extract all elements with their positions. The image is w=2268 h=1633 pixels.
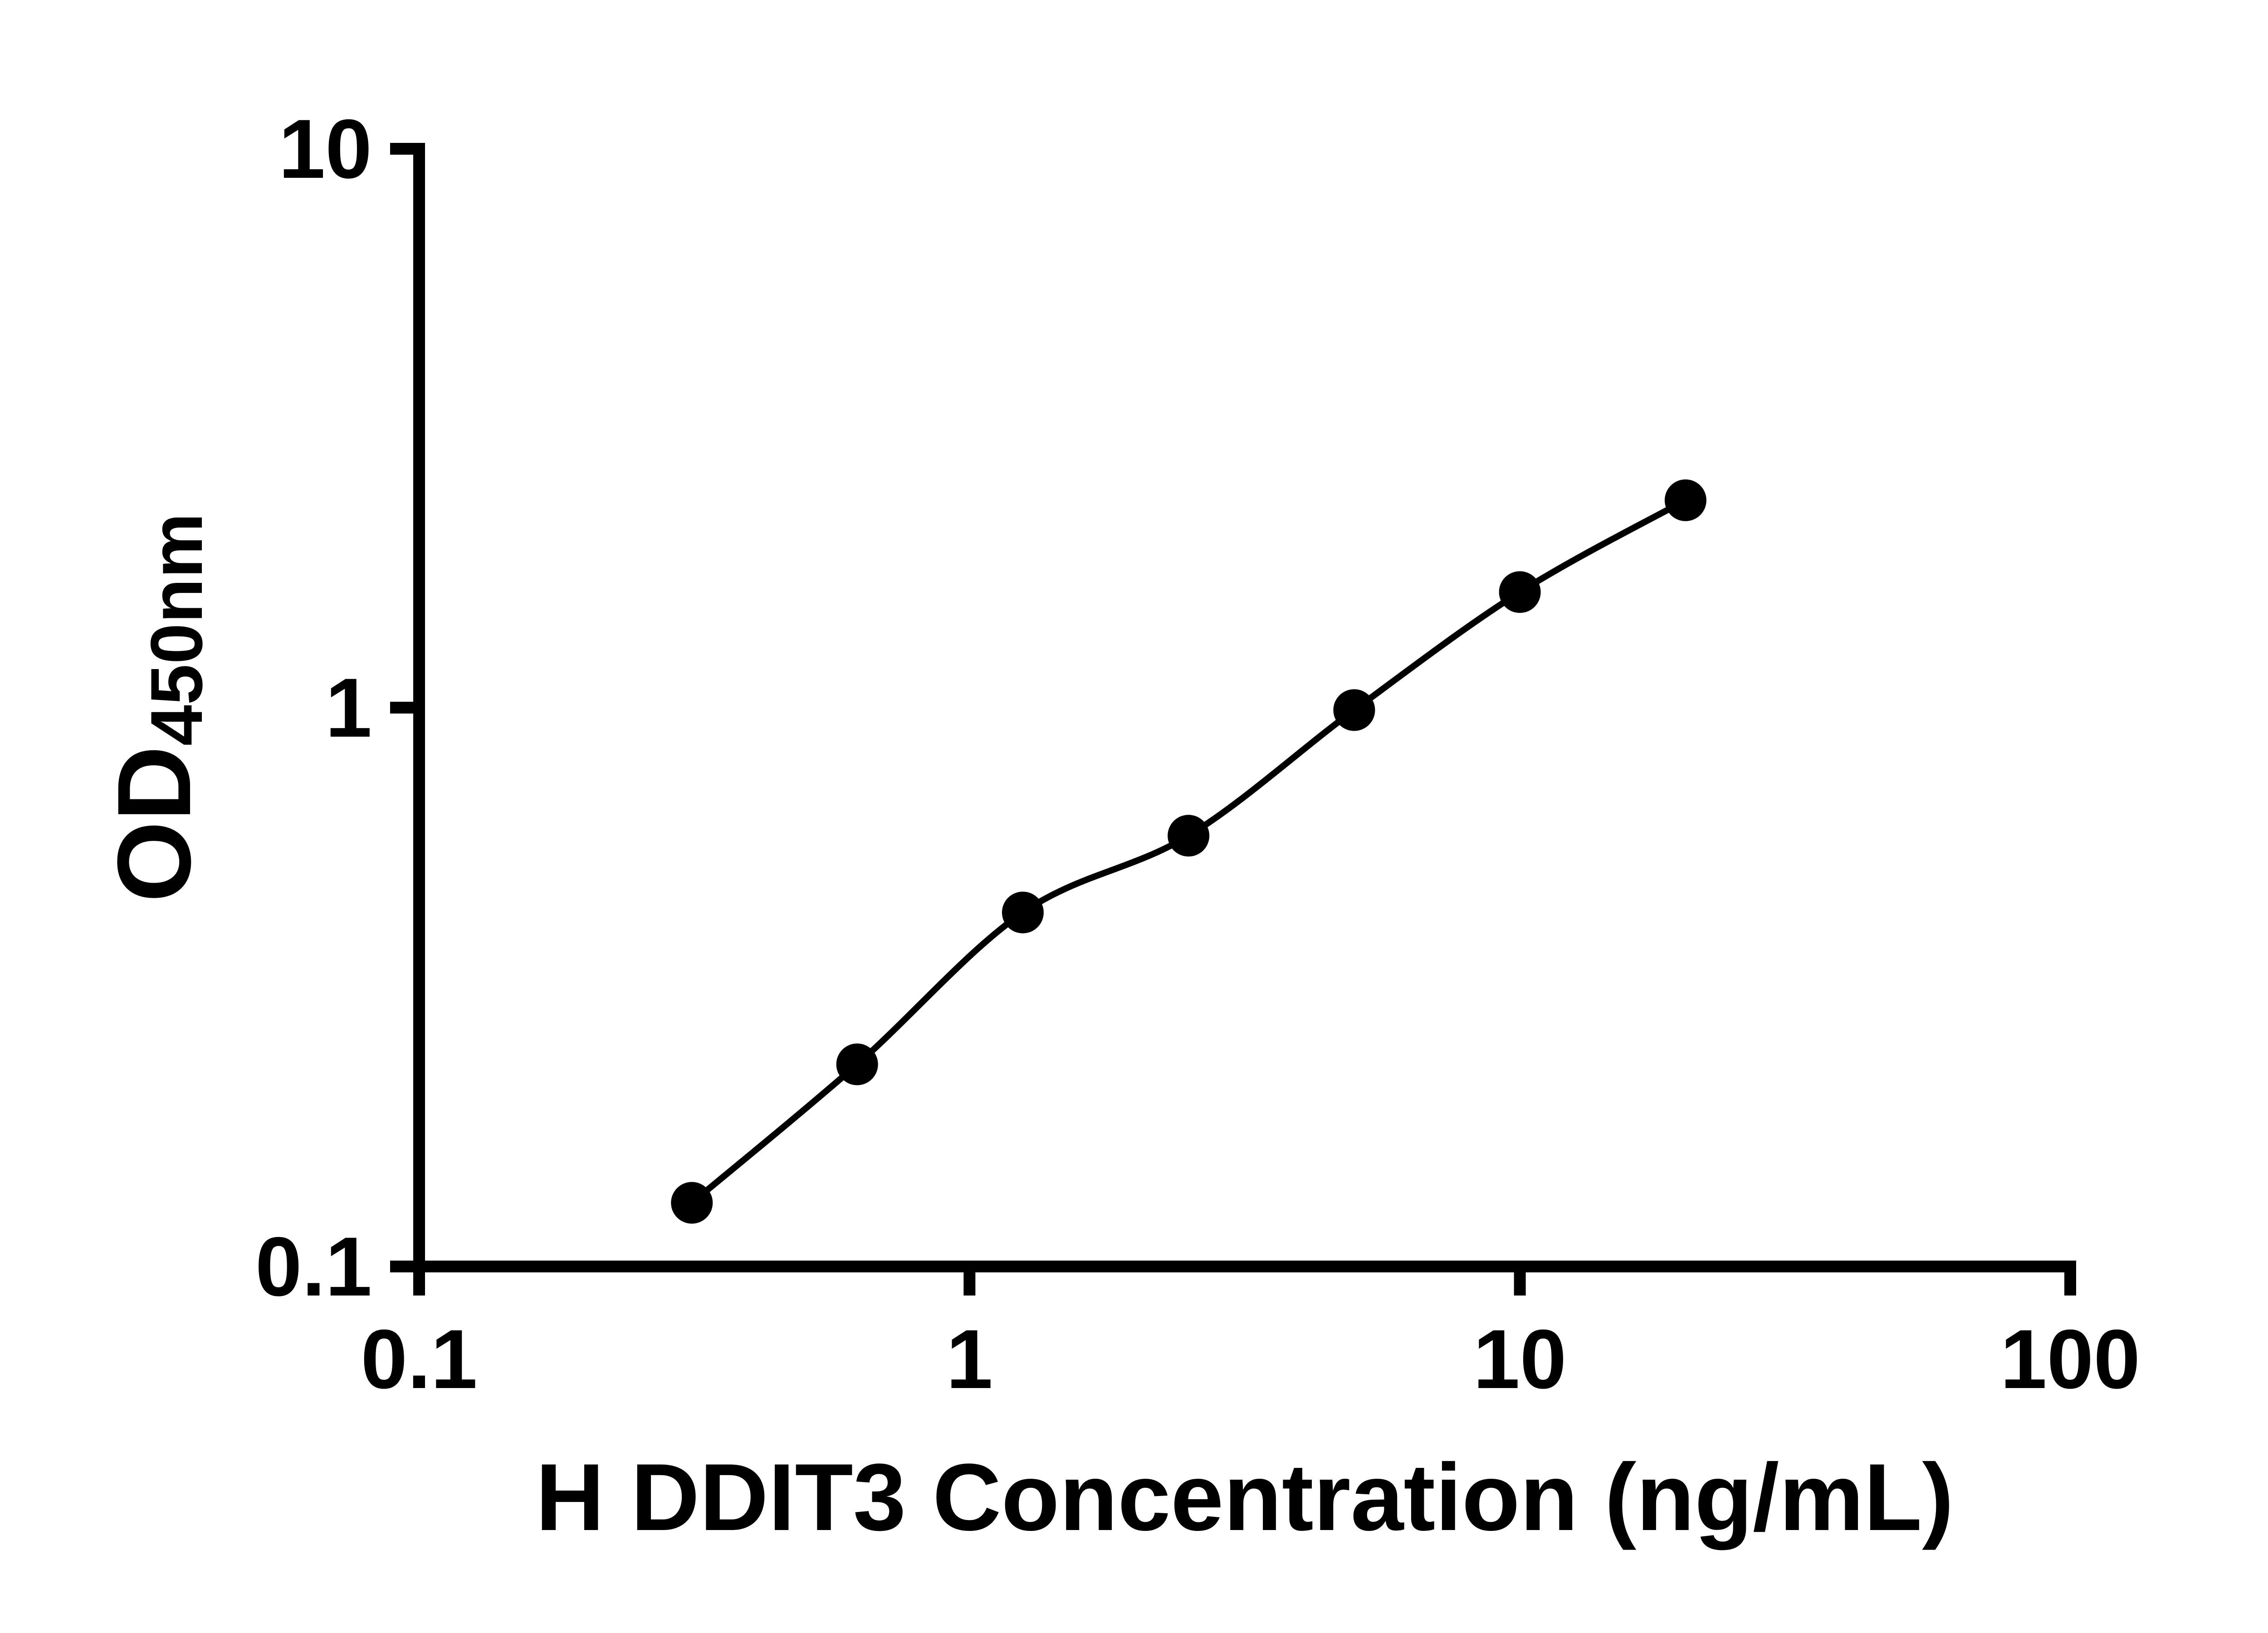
data-point — [671, 1182, 713, 1224]
x-tick-label: 100 — [2000, 1313, 2141, 1406]
y-tick-label: 0.1 — [255, 1220, 372, 1314]
x-tick-label: 1 — [946, 1313, 993, 1406]
axes — [413, 143, 2076, 1272]
x-tick-label: 0.1 — [361, 1313, 477, 1406]
data-point — [1333, 689, 1375, 731]
y-axis-label: OD450nm — [96, 513, 218, 902]
y-tick-label: 1 — [325, 661, 372, 755]
y-tick-label: 10 — [279, 103, 372, 196]
data-point — [1664, 479, 1706, 521]
y-axis-label-main: OD — [96, 746, 212, 903]
data-point — [836, 1043, 878, 1085]
data-point — [1002, 891, 1044, 934]
y-axis-label-subscript: 450nm — [136, 513, 218, 746]
x-axis-label: H DDIT3 Concentration (ng/mL) — [535, 1444, 1954, 1550]
data-point — [1499, 571, 1541, 613]
x-tick-label: 10 — [1473, 1313, 1567, 1406]
data-point — [1168, 815, 1210, 857]
